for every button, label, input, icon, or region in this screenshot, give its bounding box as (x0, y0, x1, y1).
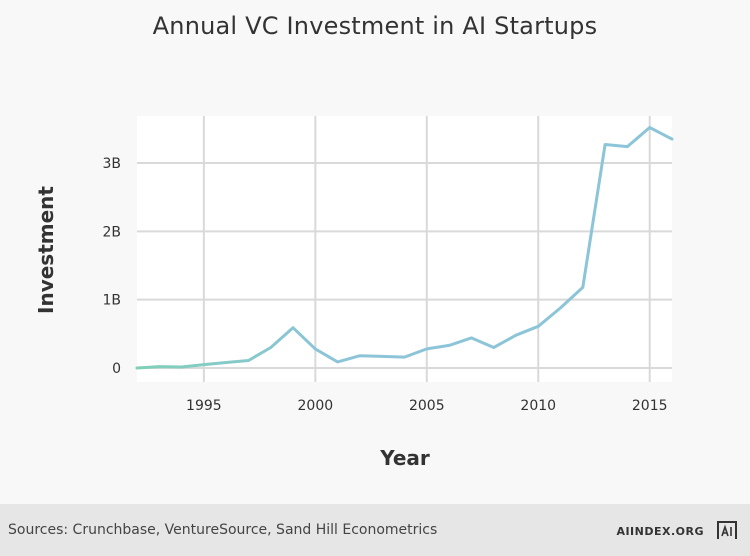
data-point (292, 326, 295, 329)
data-point (492, 346, 495, 349)
x-tick-label: 2010 (520, 398, 556, 414)
data-point (180, 365, 183, 368)
plot-area (137, 116, 672, 382)
x-axis-ticks: 1995 2000 2005 2010 2015 (186, 398, 667, 414)
data-point (314, 347, 317, 350)
data-point (247, 359, 250, 362)
data-point (403, 356, 406, 359)
data-point (202, 363, 205, 366)
grid (137, 116, 672, 382)
data-point (604, 143, 607, 146)
footer: Sources: Crunchbase, VentureSource, Sand… (0, 504, 750, 556)
y-tick-label: 3B (102, 156, 121, 172)
chart-title: Annual VC Investment in AI Startups (152, 12, 598, 40)
data-point (626, 145, 629, 148)
data-point (425, 347, 428, 350)
data-point (358, 354, 361, 357)
data-point (136, 367, 139, 370)
data-point (336, 360, 339, 363)
data-point (470, 336, 473, 339)
aiindex-logo-icon[interactable] (716, 519, 738, 541)
sources-text: Sources: Crunchbase, VentureSource, Sand… (8, 522, 438, 538)
data-point (448, 344, 451, 347)
data-point (671, 138, 674, 141)
data-point (381, 355, 384, 358)
brand-link[interactable]: AIINDEX.ORG (616, 525, 704, 538)
data-point (225, 361, 228, 364)
data-point (648, 126, 651, 129)
x-tick-label: 2005 (409, 398, 445, 414)
x-axis-label: Year (380, 446, 430, 470)
data-point (559, 306, 562, 309)
data-point (537, 325, 540, 328)
investment-line (135, 126, 674, 370)
data-point (581, 286, 584, 289)
line-chart: 0 1B 2B 3B 1995 2000 2005 2010 2015 (102, 116, 674, 414)
y-axis-label: Investment (34, 186, 58, 314)
data-point (269, 346, 272, 349)
x-tick-label: 2000 (298, 398, 334, 414)
y-axis-ticks: 0 1B 2B 3B (102, 156, 121, 377)
y-tick-label: 0 (112, 361, 121, 377)
y-tick-label: 2B (102, 224, 121, 240)
data-point (514, 334, 517, 337)
y-tick-label: 1B (102, 293, 121, 309)
x-tick-label: 1995 (186, 398, 222, 414)
x-tick-label: 2015 (632, 398, 668, 414)
data-point (158, 365, 161, 368)
